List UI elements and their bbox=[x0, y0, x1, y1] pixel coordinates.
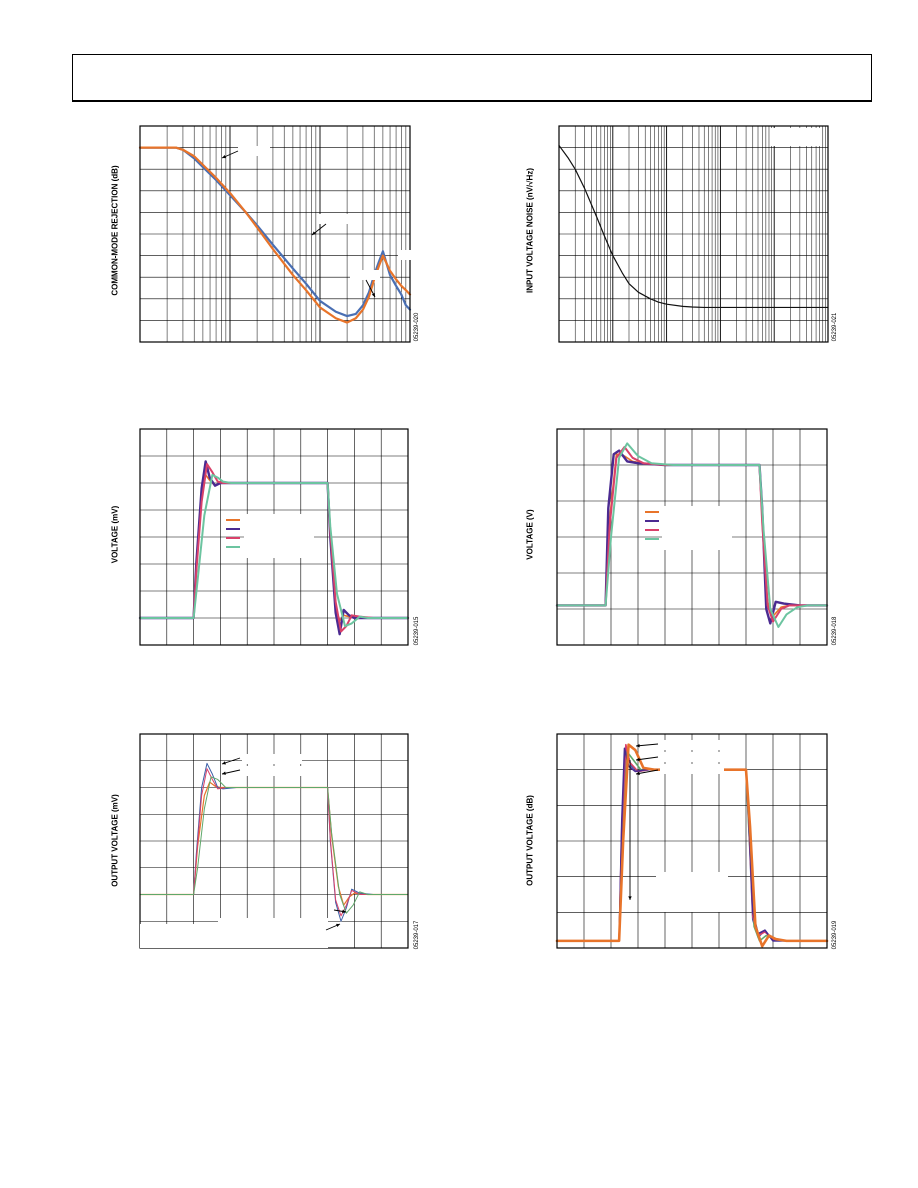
output-db-annotation-arrowhead-1 bbox=[636, 757, 640, 762]
cmr-label-box-3 bbox=[398, 250, 412, 260]
step-v-ylabel: VOLTAGE (V) bbox=[525, 509, 535, 560]
cmr-grid bbox=[139, 126, 410, 342]
cmr-series-line-0 bbox=[138, 146, 412, 318]
cmr-frame bbox=[139, 125, 411, 343]
step-v-label-box-0 bbox=[662, 506, 732, 550]
output-mv-figure-code: 05239-017 bbox=[414, 920, 420, 950]
output-mv-annotation-arrowhead-1 bbox=[222, 771, 226, 775]
noise-frame bbox=[558, 125, 829, 343]
step-mv-ylabel: VOLTAGE (mV) bbox=[110, 505, 120, 564]
output-mv-label-box-3 bbox=[140, 924, 218, 948]
output-db-svg bbox=[555, 733, 829, 949]
output-db-label-box-1 bbox=[660, 752, 724, 762]
step-mv-frame bbox=[139, 428, 409, 646]
output-mv-series-line-3 bbox=[139, 776, 409, 914]
step-v-plot bbox=[555, 428, 829, 646]
output-db-label-box-3 bbox=[656, 872, 728, 912]
output-db-annotation-arrow-0 bbox=[635, 743, 659, 747]
cmr-series-line-1 bbox=[138, 146, 412, 324]
cmr-svg bbox=[138, 125, 412, 343]
output-db-frame bbox=[556, 733, 828, 949]
output-db-label-box-0 bbox=[660, 740, 724, 750]
noise-grid bbox=[558, 126, 828, 342]
noise-svg bbox=[558, 125, 829, 343]
cmr-label-box-0 bbox=[238, 146, 270, 156]
noise-series-line-0 bbox=[558, 144, 829, 309]
cmr-label-box-1 bbox=[318, 214, 350, 224]
output-db-annotation-arrow-1 bbox=[635, 756, 659, 761]
output-mv-label-box-2 bbox=[218, 918, 328, 948]
page-header-frame bbox=[72, 54, 872, 102]
noise-ylabel: INPUT VOLTAGE NOISE (nV/√Hz) bbox=[525, 168, 535, 293]
step-v-series-line-3 bbox=[556, 442, 828, 628]
output-mv-ylabel: OUTPUT VOLTAGE (mV) bbox=[110, 794, 120, 887]
output-db-ylabel: OUTPUT VOLTAGE (dB) bbox=[525, 795, 535, 886]
noise-figure-code: 05239-021 bbox=[832, 312, 838, 342]
cmr-plot bbox=[138, 125, 412, 343]
noise-plot bbox=[558, 125, 829, 343]
output-mv-annotation-arrowhead-3 bbox=[336, 923, 340, 928]
output-db-label-box-2 bbox=[660, 764, 724, 774]
cmr-annotation-arrowhead-0 bbox=[222, 154, 226, 159]
output-db-annotation-arrowhead-0 bbox=[636, 743, 640, 748]
step-mv-figure-code: 05239-015 bbox=[414, 616, 420, 646]
output-db-plot bbox=[555, 733, 829, 949]
step-v-frame bbox=[556, 428, 828, 646]
output-mv-annotation-arrowhead-2 bbox=[342, 909, 346, 914]
step-v-figure-code: 05239-018 bbox=[832, 616, 838, 646]
cmr-label-box-2 bbox=[350, 270, 380, 280]
cmr-annotation-arrowhead-1 bbox=[312, 231, 316, 235]
step-mv-plot bbox=[138, 428, 410, 646]
step-mv-series-line-3 bbox=[139, 473, 409, 628]
noise-label-box-0 bbox=[770, 128, 820, 146]
cmr-ylabel: COMMON-MODE REJECTION (dB) bbox=[110, 165, 120, 296]
step-mv-label-box-0 bbox=[244, 514, 314, 558]
output-mv-svg bbox=[139, 733, 409, 949]
output-db-figure-code: 05239-019 bbox=[832, 920, 838, 950]
output-db-annotation-arrowhead-2 bbox=[636, 771, 640, 776]
output-mv-label-box-0 bbox=[242, 754, 302, 764]
output-mv-label-box-1 bbox=[242, 766, 302, 776]
step-mv-svg bbox=[138, 428, 410, 646]
output-db-annotation-arrowhead-3 bbox=[628, 896, 632, 900]
step-v-svg bbox=[555, 428, 829, 646]
cmr-annotation-arrowhead-2 bbox=[371, 293, 375, 297]
cmr-figure-code: 05239-020 bbox=[414, 312, 420, 342]
output-db-annotation-arrow-2 bbox=[635, 769, 659, 775]
output-mv-plot bbox=[139, 733, 409, 949]
output-mv-annotation-arrowhead-0 bbox=[222, 761, 226, 765]
